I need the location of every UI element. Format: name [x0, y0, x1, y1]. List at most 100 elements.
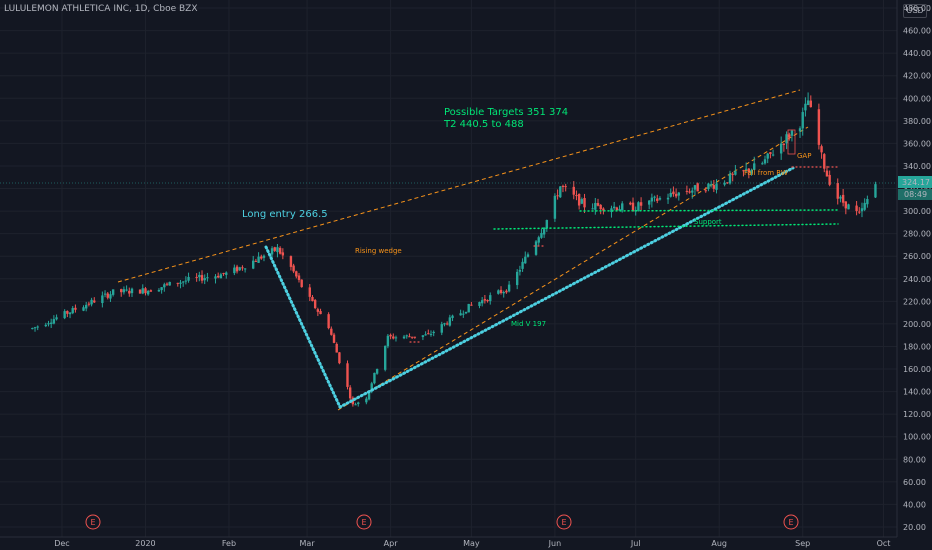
candle-body	[804, 103, 807, 111]
candle-body	[68, 312, 72, 315]
candle-body	[111, 289, 115, 295]
candle-body	[90, 299, 93, 305]
candle-body	[216, 275, 220, 278]
candlesticks	[31, 92, 877, 407]
candle-body	[666, 197, 670, 200]
candle-body	[262, 255, 266, 258]
candle-body	[788, 134, 791, 138]
candle-body	[685, 190, 689, 192]
candle-body	[392, 336, 395, 339]
countdown-bg	[898, 189, 932, 200]
price-tick-label: 160.00	[903, 365, 931, 374]
price-axis[interactable]: 20.00 40.00 60.00 80.00 100.00 120.00 140.00 16…	[896, 0, 932, 550]
candle-body	[93, 300, 96, 303]
candle-body	[278, 247, 282, 254]
candle-body	[225, 272, 228, 275]
candle-body	[311, 296, 314, 302]
candle-body	[696, 183, 699, 192]
candle-body	[55, 317, 58, 320]
candle-body	[817, 109, 821, 145]
candle-body	[289, 256, 293, 267]
time-tick-label: Jun	[548, 539, 562, 548]
candle-body	[222, 272, 225, 274]
candle-body	[658, 198, 662, 200]
candle-body	[489, 295, 492, 302]
candle-body	[524, 256, 527, 264]
candle-body	[252, 260, 255, 269]
candle-body	[688, 191, 691, 193]
candle-body	[766, 153, 769, 159]
candle-body	[254, 260, 258, 262]
candle-body	[860, 208, 864, 212]
candle-body	[691, 190, 694, 193]
price-tick-label: 260.00	[903, 252, 931, 261]
candle-body	[394, 337, 398, 339]
candle-body	[785, 134, 788, 144]
currency-unit[interactable]: USD	[903, 4, 927, 18]
candle-body	[332, 334, 336, 343]
price-tick-label: 480.00	[903, 4, 931, 13]
price-tick-label: 240.00	[903, 275, 931, 284]
candle-body	[383, 345, 387, 370]
candle-body	[596, 203, 600, 206]
candle-body	[591, 208, 594, 210]
candle-body	[515, 271, 519, 286]
candle-body	[281, 252, 285, 256]
candle-body	[270, 248, 274, 255]
price-tick-label: 120.00	[903, 410, 931, 419]
candle-body	[863, 202, 866, 210]
candle-body	[160, 287, 163, 291]
candle-body	[599, 204, 602, 210]
candle-body	[478, 302, 481, 306]
support-line	[493, 223, 839, 230]
candle-body	[348, 387, 352, 399]
candle-body	[138, 289, 142, 294]
candle-body	[612, 206, 616, 209]
candle-body	[564, 186, 567, 188]
candle-body	[354, 404, 357, 406]
candle-body	[839, 196, 842, 199]
candle-body	[273, 247, 276, 251]
candle-body	[771, 154, 775, 156]
candle-body	[594, 202, 597, 210]
price-tick-label: 40.00	[903, 500, 926, 509]
candle-body	[841, 194, 845, 203]
candle-body	[120, 289, 123, 293]
earnings-marker: E	[783, 514, 799, 530]
time-tick-label: May	[463, 539, 480, 548]
candle-body	[602, 208, 605, 211]
candle-body	[497, 290, 500, 294]
long-entry-label: Long entry 266.5	[242, 209, 328, 220]
candle-body	[656, 198, 659, 201]
candle-body	[693, 185, 697, 190]
candle-body	[125, 289, 128, 291]
candle-body	[820, 146, 823, 153]
candle-body	[618, 209, 621, 211]
price-tick-label: 140.00	[903, 388, 931, 397]
candle-body	[146, 291, 150, 295]
price-tick-label: 420.00	[903, 72, 931, 81]
candle-body	[424, 334, 427, 336]
candle-body	[750, 169, 753, 174]
candle-body	[52, 319, 56, 324]
candle-body	[559, 186, 562, 198]
candle-body	[761, 163, 764, 165]
candle-body	[101, 295, 104, 304]
candle-body	[157, 290, 161, 292]
price-tick-label: 340.00	[903, 162, 931, 171]
candle-body	[367, 390, 371, 400]
price-tick-label: 300.00	[903, 207, 931, 216]
time-tick-label: Apr	[384, 539, 399, 548]
candle-body	[238, 267, 241, 271]
candle-body	[445, 323, 449, 325]
candle-body	[828, 174, 831, 185]
time-tick-label: Jul	[630, 539, 641, 548]
candle-body	[235, 266, 239, 272]
candle-body	[49, 322, 53, 324]
candle-body	[459, 313, 462, 316]
time-axis[interactable]: Dec 2020 Feb Mar Apr May Jun Jul Aug Sep Oct	[0, 536, 897, 550]
candle-body	[198, 274, 201, 278]
candle-body	[629, 202, 632, 205]
